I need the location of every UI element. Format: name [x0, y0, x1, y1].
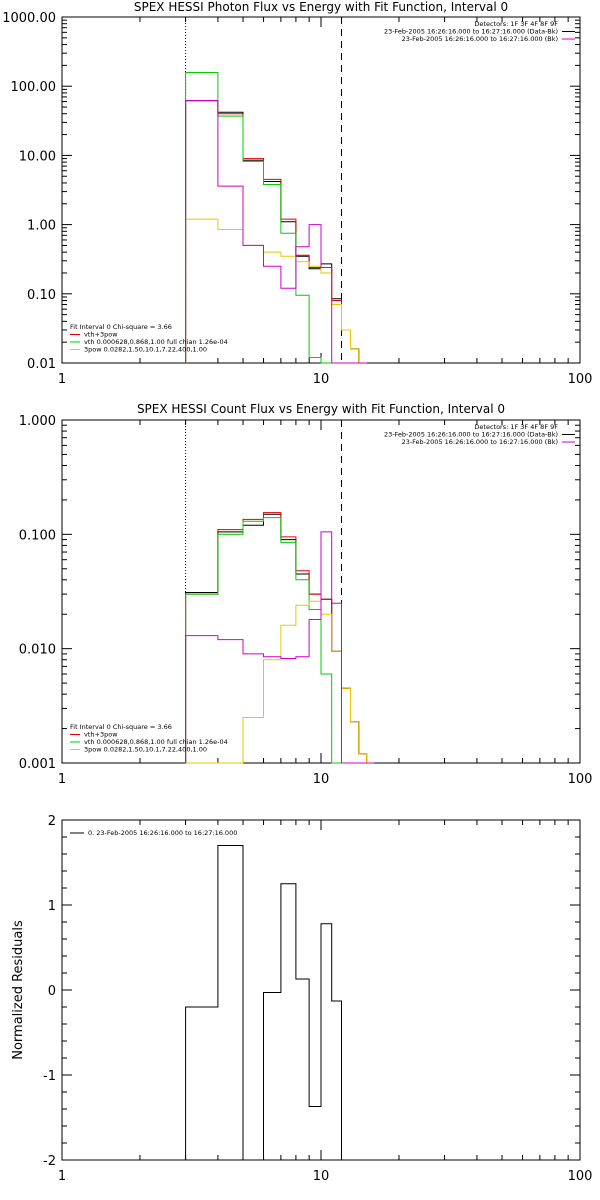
y-tick-label: 1: [48, 899, 56, 914]
x-tick-label: 10: [313, 372, 330, 387]
legend-entry: Fit Interval 0 Chi-square = 3.66: [70, 723, 172, 731]
legend-entry: 3pow 0.0282,1.50,10.1,7.22,400,1.00: [84, 346, 207, 354]
y-tick-label: 0.10: [27, 288, 56, 303]
x-tick-label: 1: [58, 772, 66, 787]
header-line: Detectors: 1F 3F 4F 8F 9F: [474, 20, 558, 28]
header-line: Detectors: 1F 3F 4F 8F 9F: [474, 423, 558, 431]
series-vth: [185, 72, 367, 364]
x-tick-label: 100: [568, 772, 593, 787]
legend-entry: vth+3pow: [84, 331, 118, 339]
y-tick-label: 0.01: [27, 357, 56, 372]
plot-frame: [61, 16, 581, 364]
x-tick-label: 100: [568, 372, 593, 387]
y-tick-label: 0: [48, 984, 56, 999]
legend-entry: Fit Interval 0 Chi-square = 3.66: [70, 323, 172, 331]
series-vth-3pow: [185, 512, 374, 764]
series-data-bk: [185, 513, 374, 764]
x-tick-label: 1: [58, 1169, 66, 1184]
y-tick-label: -1: [43, 1069, 56, 1084]
y-tick-label: 10.00: [19, 149, 56, 164]
header-line: 23-Feb-2005 16:26:16.000 to 16:27:16.000…: [384, 28, 558, 36]
header-line: 23-Feb-2005 16:26:16.000 to 16:27:16.000…: [402, 35, 558, 43]
series-vth-3pow: [185, 100, 367, 364]
series-bk: [185, 531, 374, 764]
y-tick-label: 1.000: [19, 414, 56, 429]
x-tick-label: 1: [58, 372, 66, 387]
x-tick-label: 100: [568, 1169, 593, 1184]
x-tick-label: 10: [313, 772, 330, 787]
chart-3: 1 10 100 -2 -1 0 1 2 Normalized Residuals 0. 23-F…: [11, 814, 592, 1184]
series-data-bk: [185, 100, 367, 364]
y-axis-label: Normalized Residuals: [11, 920, 26, 1060]
chart-title: SPEX HESSI Count Flux vs Energy with Fit…: [137, 402, 505, 416]
y-tick-label: 1.00: [27, 219, 56, 234]
y-tick-label: 0.010: [19, 643, 56, 658]
chart-1: SPEX HESSI Photon Flux vs Energy with Fi…: [2, 0, 592, 387]
y-tick-label: 1000.00: [2, 11, 56, 26]
y-tick-label: 0.001: [19, 757, 56, 772]
header-line: 23-Feb-2005 16:26:16.000 to 16:27:16.000…: [384, 431, 558, 439]
chart-title: SPEX HESSI Photon Flux vs Energy with Fi…: [134, 0, 508, 14]
legend-entry: 3pow 0.0282,1.50,10.1,7.22,400,1.00: [84, 746, 207, 754]
legend-entry: vth+3pow: [84, 731, 118, 739]
series-vth: [185, 517, 374, 764]
legend-entry: 0. 23-Feb-2005 16:26:16.000 to 16:27:16.…: [88, 829, 237, 837]
series-bk: [185, 100, 367, 364]
series-residuals: [185, 845, 342, 1161]
y-tick-label: 100.00: [11, 80, 57, 95]
x-tick-label: 10: [313, 1169, 330, 1184]
y-tick-label: 0.100: [19, 528, 56, 543]
legend-entry: vth 0.000628,0.868,1.00 full chian 1.26e…: [84, 338, 228, 346]
legend-entry: vth 0.000628,0.868,1.00 full chian 1.26e…: [84, 738, 228, 746]
y-tick-label: 2: [48, 814, 56, 829]
header-line: 23-Feb-2005 16:26:16.000 to 16:27:16.000…: [402, 438, 558, 446]
chart-2: SPEX HESSI Count Flux vs Energy with Fit…: [19, 402, 593, 787]
y-tick-label: -2: [43, 1154, 56, 1169]
